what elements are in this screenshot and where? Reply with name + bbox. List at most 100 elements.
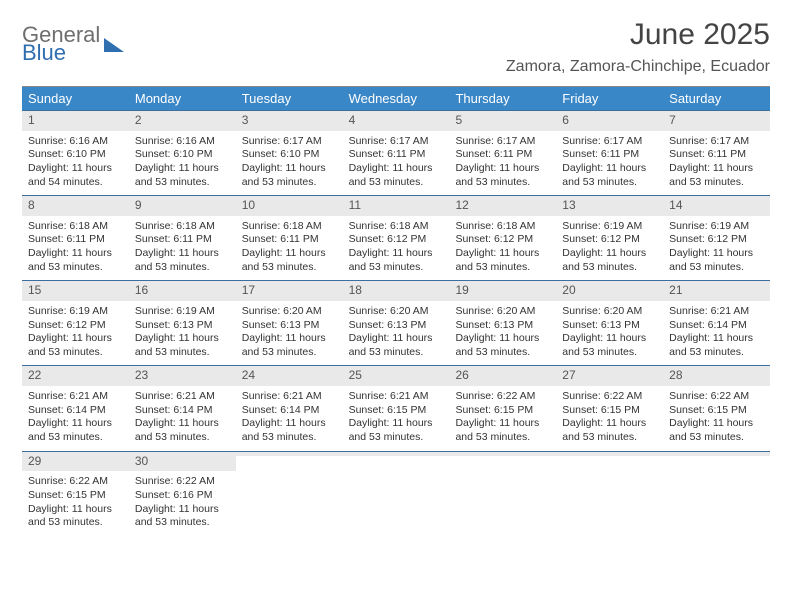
day-cell: 4Sunrise: 6:17 AMSunset: 6:11 PMDaylight… [343, 111, 450, 195]
day-number: 12 [449, 196, 556, 216]
day-body: Sunrise: 6:18 AMSunset: 6:11 PMDaylight:… [22, 216, 129, 281]
day-d1: Daylight: 11 hours [242, 247, 337, 261]
day-body: Sunrise: 6:21 AMSunset: 6:14 PMDaylight:… [663, 301, 770, 366]
day-number: 18 [343, 281, 450, 301]
day-ss: Sunset: 6:16 PM [135, 489, 230, 503]
day-d2: and 53 minutes. [669, 176, 764, 190]
day-body: Sunrise: 6:16 AMSunset: 6:10 PMDaylight:… [129, 131, 236, 196]
day-ss: Sunset: 6:13 PM [455, 319, 550, 333]
day-d1: Daylight: 11 hours [28, 417, 123, 431]
title-block: June 2025 Zamora, Zamora-Chinchipe, Ecua… [506, 18, 770, 76]
day-cell: 28Sunrise: 6:22 AMSunset: 6:15 PMDayligh… [663, 366, 770, 450]
day-sr: Sunrise: 6:21 AM [135, 390, 230, 404]
month-title: June 2025 [506, 18, 770, 52]
day-d2: and 53 minutes. [349, 431, 444, 445]
day-sr: Sunrise: 6:22 AM [135, 475, 230, 489]
day-cell [663, 452, 770, 536]
day-body: Sunrise: 6:22 AMSunset: 6:15 PMDaylight:… [663, 386, 770, 451]
day-sr: Sunrise: 6:22 AM [562, 390, 657, 404]
day-cell: 25Sunrise: 6:21 AMSunset: 6:15 PMDayligh… [343, 366, 450, 450]
day-number: 22 [22, 366, 129, 386]
day-number: 25 [343, 366, 450, 386]
day-d2: and 53 minutes. [135, 176, 230, 190]
day-d1: Daylight: 11 hours [669, 332, 764, 346]
day-d1: Daylight: 11 hours [455, 332, 550, 346]
day-body: Sunrise: 6:17 AMSunset: 6:10 PMDaylight:… [236, 131, 343, 196]
logo-text: General Blue [22, 24, 100, 64]
day-number: 24 [236, 366, 343, 386]
day-ss: Sunset: 6:14 PM [242, 404, 337, 418]
day-sr: Sunrise: 6:18 AM [455, 220, 550, 234]
day-cell: 21Sunrise: 6:21 AMSunset: 6:14 PMDayligh… [663, 281, 770, 365]
day-d1: Daylight: 11 hours [135, 503, 230, 517]
day-body: Sunrise: 6:19 AMSunset: 6:12 PMDaylight:… [663, 216, 770, 281]
day-d2: and 53 minutes. [28, 431, 123, 445]
day-ss: Sunset: 6:12 PM [562, 233, 657, 247]
day-sr: Sunrise: 6:17 AM [349, 135, 444, 149]
day-number: 1 [22, 111, 129, 131]
day-cell: 11Sunrise: 6:18 AMSunset: 6:12 PMDayligh… [343, 196, 450, 280]
day-d1: Daylight: 11 hours [28, 332, 123, 346]
day-body: Sunrise: 6:18 AMSunset: 6:11 PMDaylight:… [129, 216, 236, 281]
day-number: 17 [236, 281, 343, 301]
day-body: Sunrise: 6:20 AMSunset: 6:13 PMDaylight:… [236, 301, 343, 366]
dow-saturday: Saturday [663, 87, 770, 110]
day-d2: and 53 minutes. [562, 176, 657, 190]
day-number: 3 [236, 111, 343, 131]
day-ss: Sunset: 6:11 PM [28, 233, 123, 247]
day-body: Sunrise: 6:19 AMSunset: 6:12 PMDaylight:… [22, 301, 129, 366]
day-d1: Daylight: 11 hours [28, 503, 123, 517]
day-d2: and 53 minutes. [669, 346, 764, 360]
day-number: 2 [129, 111, 236, 131]
day-cell: 29Sunrise: 6:22 AMSunset: 6:15 PMDayligh… [22, 452, 129, 536]
dow-row: Sunday Monday Tuesday Wednesday Thursday… [22, 87, 770, 110]
day-ss: Sunset: 6:15 PM [669, 404, 764, 418]
day-body [449, 456, 556, 466]
day-d1: Daylight: 11 hours [135, 332, 230, 346]
day-ss: Sunset: 6:11 PM [455, 148, 550, 162]
day-d2: and 53 minutes. [242, 346, 337, 360]
day-sr: Sunrise: 6:19 AM [562, 220, 657, 234]
day-number: 8 [22, 196, 129, 216]
day-ss: Sunset: 6:11 PM [135, 233, 230, 247]
day-d1: Daylight: 11 hours [242, 417, 337, 431]
day-sr: Sunrise: 6:16 AM [28, 135, 123, 149]
day-d1: Daylight: 11 hours [562, 162, 657, 176]
day-body [343, 456, 450, 466]
day-number: 15 [22, 281, 129, 301]
day-d2: and 53 minutes. [135, 516, 230, 530]
day-ss: Sunset: 6:11 PM [562, 148, 657, 162]
day-sr: Sunrise: 6:20 AM [562, 305, 657, 319]
day-ss: Sunset: 6:13 PM [349, 319, 444, 333]
day-d1: Daylight: 11 hours [349, 247, 444, 261]
dow-friday: Friday [556, 87, 663, 110]
day-ss: Sunset: 6:12 PM [28, 319, 123, 333]
day-ss: Sunset: 6:14 PM [135, 404, 230, 418]
week-row: 8Sunrise: 6:18 AMSunset: 6:11 PMDaylight… [22, 195, 770, 280]
day-ss: Sunset: 6:15 PM [455, 404, 550, 418]
day-sr: Sunrise: 6:19 AM [669, 220, 764, 234]
day-cell: 14Sunrise: 6:19 AMSunset: 6:12 PMDayligh… [663, 196, 770, 280]
day-body: Sunrise: 6:17 AMSunset: 6:11 PMDaylight:… [343, 131, 450, 196]
day-cell: 16Sunrise: 6:19 AMSunset: 6:13 PMDayligh… [129, 281, 236, 365]
day-body [556, 456, 663, 466]
day-ss: Sunset: 6:11 PM [669, 148, 764, 162]
day-number: 10 [236, 196, 343, 216]
day-d2: and 53 minutes. [135, 431, 230, 445]
day-sr: Sunrise: 6:18 AM [28, 220, 123, 234]
day-number: 27 [556, 366, 663, 386]
day-d2: and 53 minutes. [349, 346, 444, 360]
day-d1: Daylight: 11 hours [669, 247, 764, 261]
day-number: 13 [556, 196, 663, 216]
day-sr: Sunrise: 6:19 AM [28, 305, 123, 319]
day-sr: Sunrise: 6:20 AM [242, 305, 337, 319]
day-ss: Sunset: 6:12 PM [349, 233, 444, 247]
day-body: Sunrise: 6:21 AMSunset: 6:14 PMDaylight:… [236, 386, 343, 451]
day-body: Sunrise: 6:22 AMSunset: 6:15 PMDaylight:… [449, 386, 556, 451]
day-cell: 1Sunrise: 6:16 AMSunset: 6:10 PMDaylight… [22, 111, 129, 195]
day-body: Sunrise: 6:21 AMSunset: 6:14 PMDaylight:… [22, 386, 129, 451]
day-d2: and 53 minutes. [455, 261, 550, 275]
day-number: 30 [129, 452, 236, 472]
day-sr: Sunrise: 6:17 AM [455, 135, 550, 149]
day-d2: and 53 minutes. [135, 261, 230, 275]
